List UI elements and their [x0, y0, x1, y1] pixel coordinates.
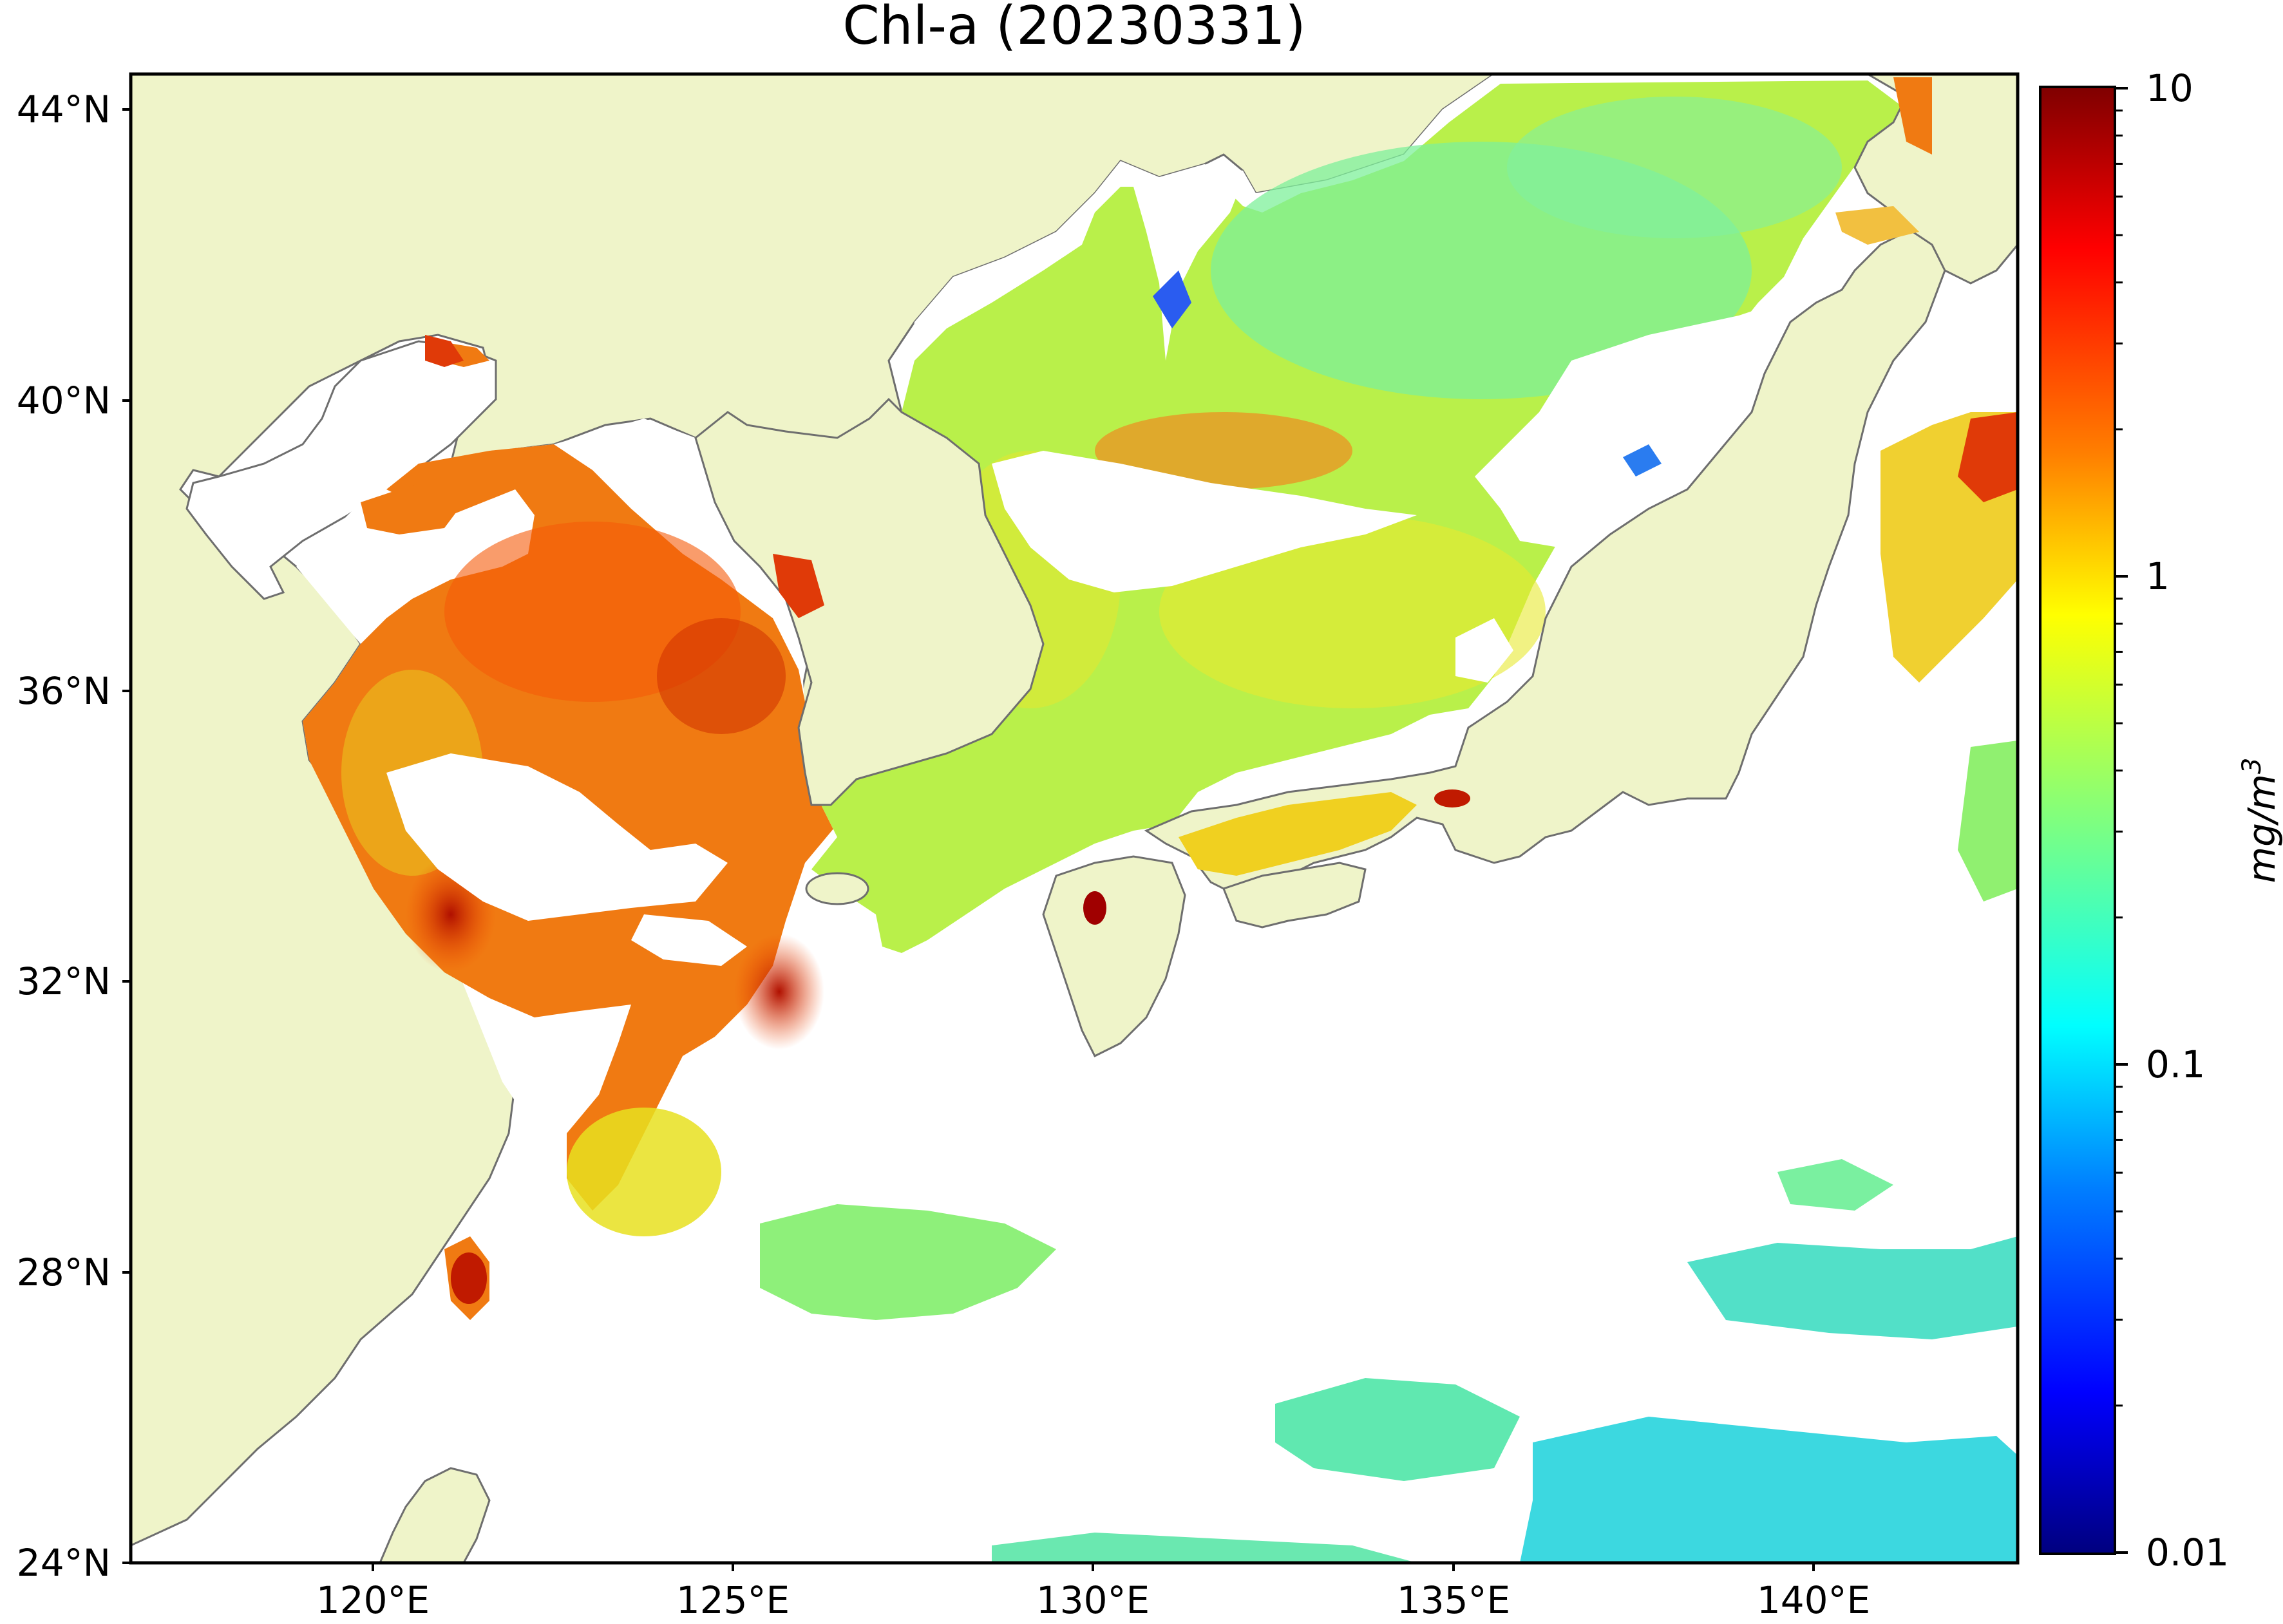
lon-tick-label: 140°E — [1757, 1578, 1870, 1622]
colorbar-major-ticks — [2115, 87, 2128, 1554]
japan-kyushu — [1042, 855, 1186, 1058]
colorbar-tick-label: 10 — [2146, 66, 2193, 110]
map-area — [131, 74, 2018, 1563]
lon-tick-label: 120°E — [316, 1578, 430, 1622]
japan-shikoku — [1222, 862, 1367, 929]
colorbar-minor-ticks — [2115, 109, 2123, 1407]
pacific-chl-patch — [760, 1204, 1056, 1320]
lat-tick-label: 24°N — [17, 1541, 111, 1585]
colorbar: 10 1 0.1 0.01 mg/m3 — [2039, 66, 2283, 1574]
lat-tick-label: 44°N — [17, 88, 111, 131]
lat-tick-label: 40°N — [17, 379, 111, 422]
korea-peninsula — [694, 397, 1045, 806]
map-title: Chl-a (20230331) — [842, 0, 1305, 57]
taiwan — [379, 1467, 491, 1563]
map-frame — [129, 72, 2020, 1565]
japan-honshu — [1144, 217, 1946, 896]
colorbar-tick-label: 0.1 — [2146, 1043, 2205, 1086]
cloud-gap — [992, 451, 1417, 592]
latitude-axis: 44°N 40°N 36°N 32°N 28°N 24°N — [17, 88, 131, 1585]
colorbar-tick-label: 0.01 — [2146, 1531, 2229, 1574]
lon-tick-label: 135°E — [1397, 1578, 1510, 1622]
lat-tick-label: 36°N — [17, 669, 111, 713]
lat-tick-label: 28°N — [17, 1251, 111, 1294]
colorbar-gradient — [2039, 86, 2116, 1555]
longitude-axis: 120°E 125°E 130°E 135°E 140°E — [316, 1563, 1870, 1622]
bohai-sea — [185, 340, 497, 600]
lon-tick-label: 125°E — [676, 1578, 790, 1622]
colorbar-label: mg/m3 — [2237, 758, 2283, 883]
lat-tick-label: 32°N — [17, 959, 111, 1003]
colorbar-tick-label: 1 — [2146, 554, 2170, 598]
cloud-gap — [386, 753, 728, 921]
lon-tick-label: 130°E — [1036, 1578, 1150, 1622]
